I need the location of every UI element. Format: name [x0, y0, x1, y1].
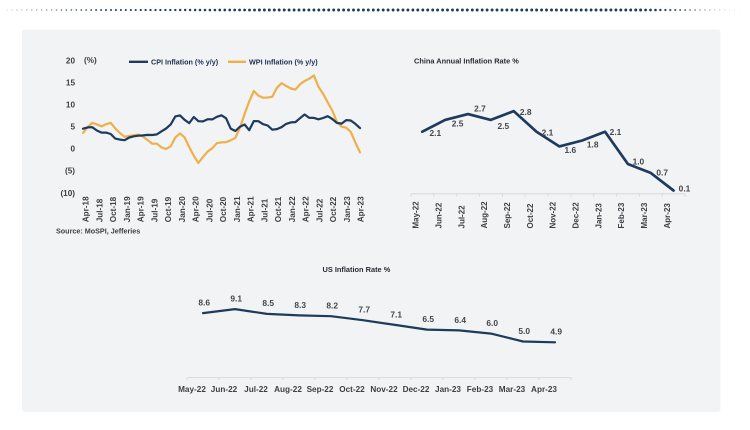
svg-text:Sep-22: Sep-22: [307, 385, 334, 394]
svg-text:May-22: May-22: [412, 201, 421, 229]
svg-text:May-22: May-22: [178, 385, 206, 394]
svg-text:Jul-22: Jul-22: [244, 385, 268, 394]
svg-text:Dec-22: Dec-22: [572, 202, 581, 229]
svg-text:Jul-21: Jul-21: [261, 198, 270, 222]
svg-text:Oct-20: Oct-20: [219, 196, 228, 222]
svg-text:Jul-19: Jul-19: [151, 198, 160, 222]
svg-text:1.8: 1.8: [587, 140, 599, 150]
svg-text:Apr-21: Apr-21: [247, 196, 256, 222]
svg-text:8.5: 8.5: [262, 298, 274, 308]
svg-text:0.1: 0.1: [679, 184, 691, 194]
svg-text:Jun-22: Jun-22: [211, 385, 238, 394]
svg-text:(10): (10): [60, 189, 75, 198]
svg-text:Sep-22: Sep-22: [503, 202, 512, 229]
svg-text:Jan-23: Jan-23: [435, 385, 461, 394]
svg-text:Jul-22: Jul-22: [316, 198, 325, 222]
svg-text:6.5: 6.5: [422, 314, 434, 324]
svg-text:2.5: 2.5: [497, 121, 509, 131]
svg-text:US Inflation Rate %: US Inflation Rate %: [323, 265, 391, 274]
svg-text:7.7: 7.7: [358, 305, 370, 315]
svg-text:Apr-19: Apr-19: [137, 196, 146, 222]
svg-text:Apr-20: Apr-20: [192, 196, 201, 222]
svg-text:2.7: 2.7: [474, 104, 486, 114]
svg-text:Jul-18: Jul-18: [96, 198, 105, 222]
svg-text:Dec-22: Dec-22: [403, 385, 430, 394]
svg-text:8.3: 8.3: [294, 300, 306, 310]
svg-text:Jan-23: Jan-23: [594, 203, 603, 229]
svg-text:Oct-21: Oct-21: [274, 196, 283, 222]
svg-text:Jul-20: Jul-20: [206, 198, 215, 222]
svg-text:2.8: 2.8: [520, 107, 532, 117]
svg-text:15: 15: [66, 78, 76, 87]
svg-text:Feb-23: Feb-23: [617, 202, 626, 228]
svg-text:6.0: 6.0: [486, 318, 498, 328]
svg-text:Apr-23: Apr-23: [357, 196, 366, 222]
svg-text:Apr-23: Apr-23: [663, 203, 672, 229]
svg-text:(5): (5): [65, 167, 75, 176]
svg-text:Mar-23: Mar-23: [499, 385, 526, 394]
svg-text:Oct-18: Oct-18: [109, 196, 118, 222]
svg-text:Oct-22: Oct-22: [339, 385, 365, 394]
svg-text:CPI Inflation (% y/y): CPI Inflation (% y/y): [151, 58, 219, 67]
svg-text:China Annual Inflation Rate %: China Annual Inflation Rate %: [414, 56, 519, 65]
svg-text:2.1: 2.1: [542, 128, 554, 138]
svg-text:Oct-19: Oct-19: [164, 196, 173, 222]
svg-text:1.6: 1.6: [564, 145, 576, 155]
svg-text:Nov-22: Nov-22: [549, 201, 558, 228]
svg-text:6.4: 6.4: [454, 315, 466, 325]
svg-text:Jan-20: Jan-20: [178, 196, 187, 222]
svg-text:Apr-23: Apr-23: [531, 385, 557, 394]
svg-text:2.5: 2.5: [452, 118, 464, 128]
svg-text:0: 0: [70, 145, 75, 154]
svg-text:2.1: 2.1: [429, 128, 441, 138]
svg-text:Oct-22: Oct-22: [526, 203, 535, 228]
svg-text:Jun-22: Jun-22: [434, 202, 443, 228]
svg-text:Mar-23: Mar-23: [640, 202, 649, 228]
svg-text:10: 10: [66, 100, 76, 109]
svg-text:4.9: 4.9: [550, 327, 562, 337]
svg-text:WPI Inflation (% y/y): WPI Inflation (% y/y): [249, 58, 318, 67]
svg-text:5.0: 5.0: [518, 326, 530, 336]
svg-text:(%): (%): [84, 56, 97, 65]
svg-text:Jan-22: Jan-22: [288, 196, 297, 222]
svg-text:Feb-23: Feb-23: [467, 385, 494, 394]
svg-text:Source: MoSPI, Jefferies: Source: MoSPI, Jefferies: [56, 227, 140, 236]
svg-text:5: 5: [70, 123, 75, 132]
svg-text:Apr-18: Apr-18: [82, 196, 91, 222]
svg-text:Apr-22: Apr-22: [302, 196, 311, 222]
svg-text:8.6: 8.6: [198, 298, 210, 308]
svg-text:0.7: 0.7: [656, 168, 668, 178]
svg-text:Nov-22: Nov-22: [370, 385, 398, 394]
svg-text:20: 20: [66, 56, 76, 65]
svg-text:1.0: 1.0: [633, 157, 645, 167]
svg-text:Jan-19: Jan-19: [123, 196, 132, 222]
svg-text:9.1: 9.1: [230, 294, 242, 304]
svg-text:Aug-22: Aug-22: [480, 201, 489, 229]
svg-text:Oct-22: Oct-22: [329, 196, 338, 222]
svg-text:8.2: 8.2: [326, 301, 338, 311]
svg-text:7.1: 7.1: [390, 309, 402, 319]
svg-text:Jan-23: Jan-23: [343, 196, 352, 222]
svg-text:Jul-22: Jul-22: [457, 205, 466, 229]
svg-text:Jan-21: Jan-21: [233, 196, 242, 222]
svg-text:Aug-22: Aug-22: [274, 385, 302, 394]
svg-text:2.1: 2.1: [610, 127, 622, 137]
